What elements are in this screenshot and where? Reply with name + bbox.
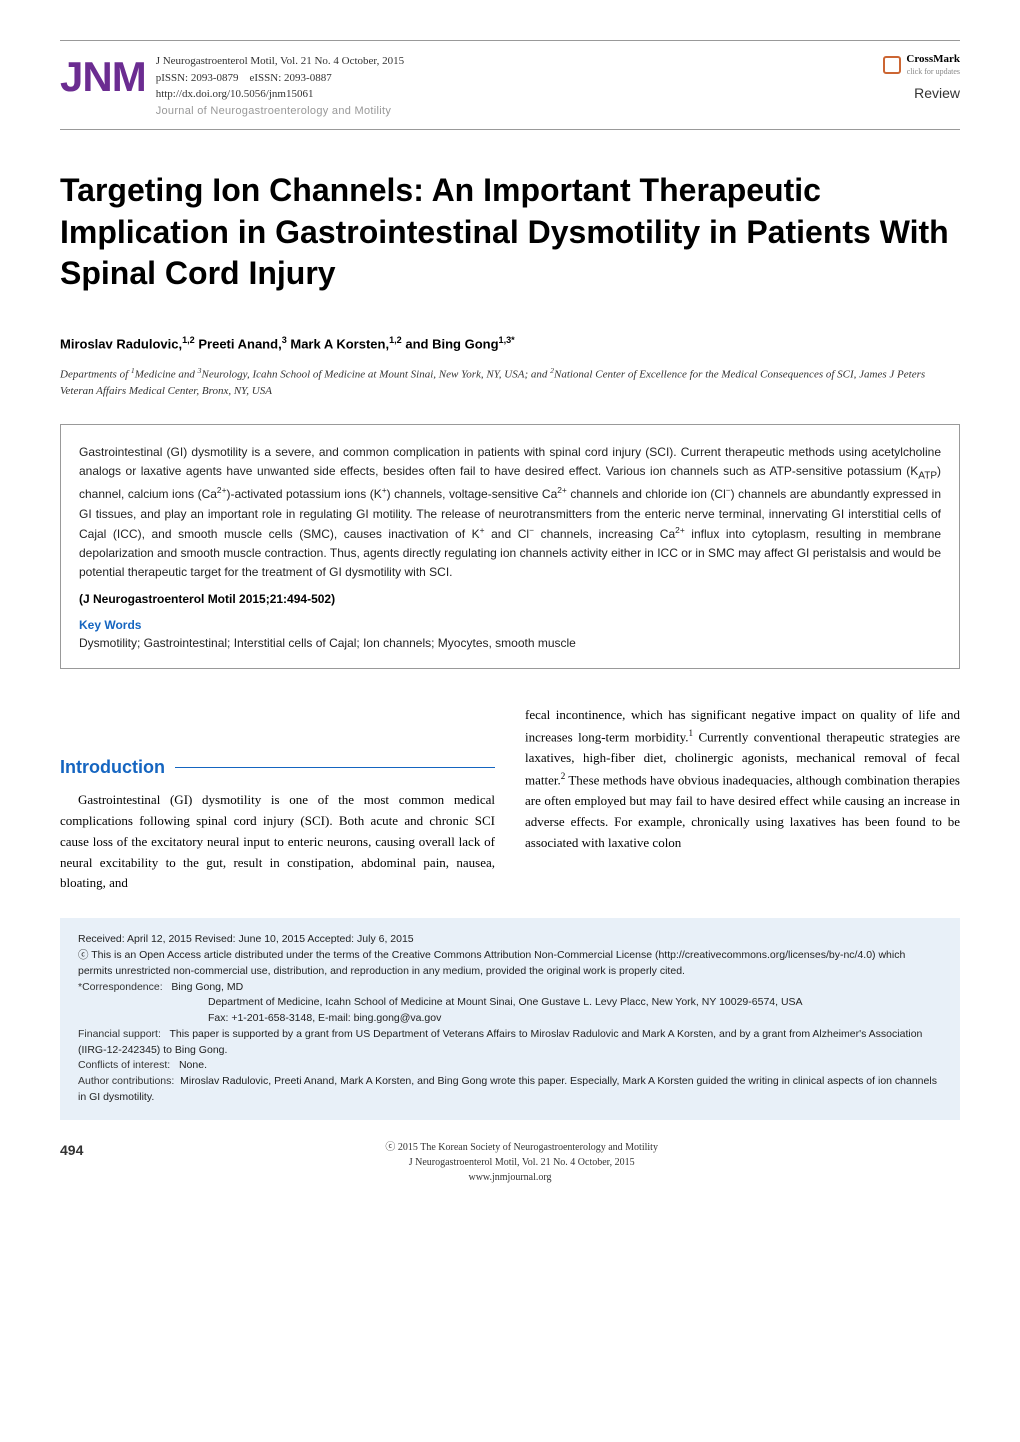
article-info-box: Received: April 12, 2015 Revised: June 1…	[60, 918, 960, 1119]
abstract-text: Gastrointestinal (GI) dysmotility is a s…	[79, 443, 941, 583]
header-bottom-rule	[60, 129, 960, 130]
footer-url: www.jnmjournal.org	[60, 1170, 960, 1185]
issn-line: pISSN: 2093-0879 eISSN: 2093-0887	[156, 70, 404, 87]
journal-info: J Neurogastroenterol Motil, Vol. 21 No. …	[156, 53, 404, 119]
section-heading-introduction: Introduction	[60, 757, 495, 778]
article-title: Targeting Ion Channels: An Important The…	[60, 170, 960, 295]
coi-label: Conflicts of interest:	[78, 1059, 170, 1071]
header: JNM J Neurogastroenterol Motil, Vol. 21 …	[60, 53, 960, 119]
footer-journal-ref: J Neurogastroenterol Motil, Vol. 21 No. …	[60, 1155, 960, 1170]
eissn: eISSN: 2093-0887	[250, 72, 332, 84]
info-license: ⓒ This is an Open Access article distrib…	[78, 948, 942, 980]
corr-name: Bing Gong, MD	[171, 981, 243, 993]
info-correspondence: *Correspondence: Bing Gong, MD	[78, 980, 942, 996]
page-number: 494	[60, 1140, 83, 1161]
authors: Miroslav Radulovic,1,2 Preeti Anand,3 Ma…	[60, 335, 960, 351]
column-left: Introduction Gastrointestinal (GI) dysmo…	[60, 705, 495, 894]
journal-full-name: Journal of Neurogastroenterology and Mot…	[156, 103, 404, 120]
corr-address: Department of Medicine, Icahn School of …	[78, 995, 942, 1011]
page-footer: 494 ⓒ 2015 The Korean Society of Neuroga…	[60, 1140, 960, 1185]
top-rule	[60, 40, 960, 41]
col-spacer	[60, 705, 495, 757]
fin-text: This paper is supported by a grant from …	[78, 1028, 922, 1056]
coi-text: None.	[179, 1059, 207, 1071]
crossmark-badge[interactable]: CrossMark click for updates	[883, 53, 960, 77]
info-author-contrib: Author contributions: Miroslav Radulovic…	[78, 1074, 942, 1106]
abstract-citation: (J Neurogastroenterol Motil 2015;21:494-…	[79, 592, 941, 606]
auth-label: Author contributions:	[78, 1075, 174, 1087]
info-coi: Conflicts of interest: None.	[78, 1058, 942, 1074]
header-left: JNM J Neurogastroenterol Motil, Vol. 21 …	[60, 53, 404, 119]
doi-link[interactable]: http://dx.doi.org/10.5056/jnm15061	[156, 86, 404, 103]
corr-fax-email: Fax: +1-201-658-3148, E-mail: bing.gong@…	[78, 1011, 942, 1027]
abstract-box: Gastrointestinal (GI) dysmotility is a s…	[60, 424, 960, 670]
journal-logo: JNM	[60, 53, 146, 101]
info-financial: Financial support: This paper is support…	[78, 1027, 942, 1059]
pissn: pISSN: 2093-0879	[156, 72, 239, 84]
corr-label: *Correspondence:	[78, 981, 163, 993]
intro-para-2: fecal incontinence, which has significan…	[525, 705, 960, 853]
journal-ref: J Neurogastroenterol Motil, Vol. 21 No. …	[156, 53, 404, 70]
affiliations: Departments of 1Medicine and 3Neurology,…	[60, 365, 960, 400]
section-heading-text: Introduction	[60, 757, 165, 778]
crossmark-icon	[883, 56, 901, 74]
info-dates: Received: April 12, 2015 Revised: June 1…	[78, 932, 942, 948]
column-right: fecal incontinence, which has significan…	[525, 705, 960, 894]
crossmark-label: CrossMark click for updates	[906, 53, 960, 77]
keywords-text: Dysmotility; Gastrointestinal; Interstit…	[79, 636, 941, 650]
fin-label: Financial support:	[78, 1028, 161, 1040]
article-type: Review	[883, 85, 960, 101]
keywords-title: Key Words	[79, 618, 941, 632]
intro-para-1: Gastrointestinal (GI) dysmotility is one…	[60, 790, 495, 894]
header-right: CrossMark click for updates Review	[883, 53, 960, 101]
footer-copyright: ⓒ 2015 The Korean Society of Neurogastro…	[60, 1140, 960, 1155]
auth-text: Miroslav Radulovic, Preeti Anand, Mark A…	[78, 1075, 937, 1103]
body-columns: Introduction Gastrointestinal (GI) dysmo…	[60, 705, 960, 894]
